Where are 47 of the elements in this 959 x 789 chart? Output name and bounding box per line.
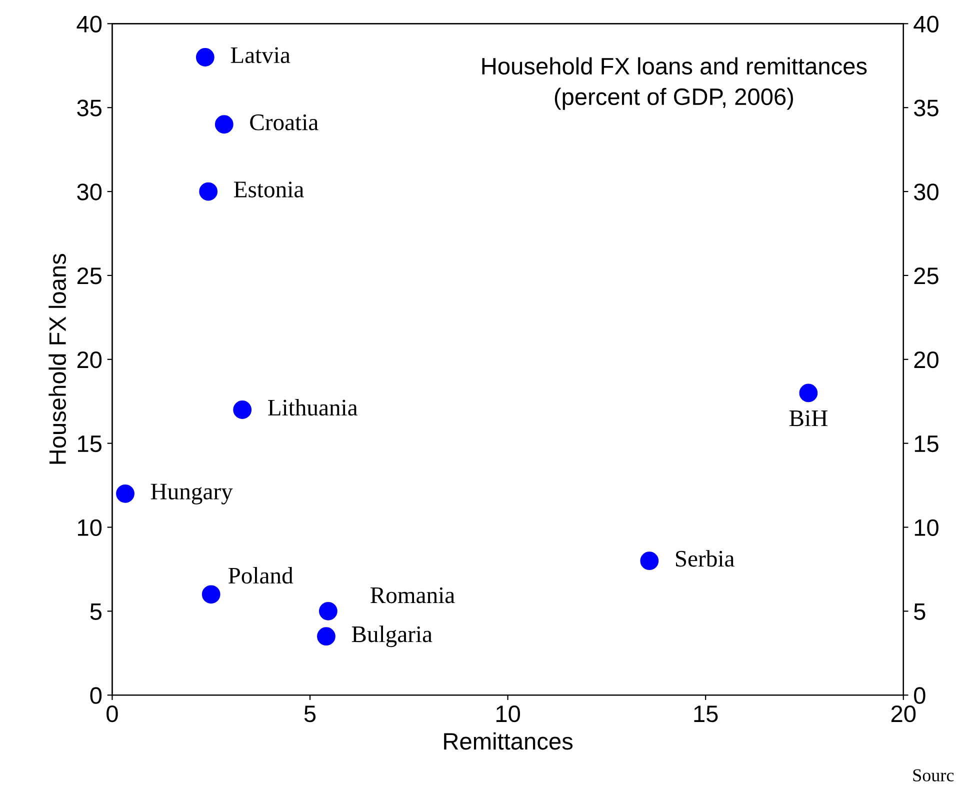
point xyxy=(799,384,818,402)
y-tick-label: 0 xyxy=(90,687,102,704)
point xyxy=(233,400,252,419)
y-tick-label: 10 xyxy=(78,519,102,536)
annotation: BiH xyxy=(789,410,828,426)
x-axis-title: Remittances xyxy=(444,732,573,750)
text: Household FX loans and remittances (percent of GDP, 2006) xyxy=(482,57,867,110)
y-axis-title: Household FX loans xyxy=(48,254,66,464)
y2-tick-label: 20 xyxy=(914,351,938,368)
point xyxy=(202,585,220,604)
text: Sourc xyxy=(913,769,954,782)
y2-tick-label: 15 xyxy=(914,436,938,452)
annotation: Poland xyxy=(228,567,294,584)
y2-tick-label: 35 xyxy=(914,100,938,116)
y2-tick-label: 40 xyxy=(914,16,938,32)
annotation: Lithuania xyxy=(268,399,358,416)
point xyxy=(640,552,659,570)
y-tick-label: 30 xyxy=(77,184,102,200)
x-tick-label: 20 xyxy=(891,705,916,722)
y-tick-label: 5 xyxy=(90,603,102,620)
annotation: Serbia xyxy=(676,550,734,567)
x-tick-label: 5 xyxy=(304,706,316,722)
annotation: Croatia xyxy=(250,114,318,130)
annotation: Hungary xyxy=(150,484,233,504)
point xyxy=(214,115,234,134)
point xyxy=(196,48,214,66)
y2-tick-label: 0 xyxy=(914,687,926,704)
y2-tick-label: 30 xyxy=(914,184,938,200)
y-tick-label: 40 xyxy=(76,16,102,32)
y-tick-label: 20 xyxy=(77,351,102,368)
x-tick-label: 15 xyxy=(694,706,718,722)
annotation: Latvia xyxy=(230,47,290,64)
y2-tick-label: 5 xyxy=(914,603,926,620)
point xyxy=(116,484,134,503)
x-tick-label: 10 xyxy=(496,705,520,722)
y-tick-label: 35 xyxy=(77,100,102,116)
annotation: Estonia xyxy=(234,182,304,198)
y2-tick-label: 10 xyxy=(914,519,938,536)
y-tick-label: 15 xyxy=(78,436,102,452)
point xyxy=(199,182,218,201)
point xyxy=(317,627,336,646)
point xyxy=(318,602,338,620)
y-tick-label: 25 xyxy=(77,268,102,284)
x-tick-label: 0 xyxy=(106,705,118,722)
y2-tick-label: 25 xyxy=(914,268,938,284)
annotation: Romania xyxy=(370,587,455,604)
annotation: Bulgaria xyxy=(352,626,432,648)
